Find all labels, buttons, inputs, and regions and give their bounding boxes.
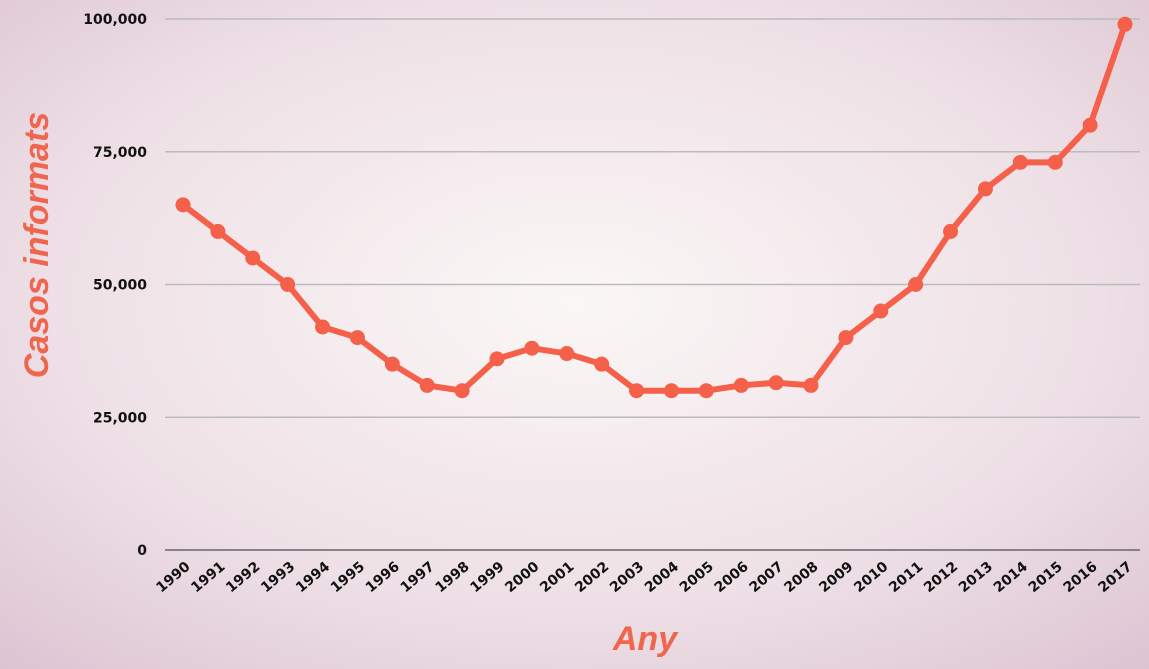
point bbox=[873, 304, 888, 319]
point bbox=[804, 378, 819, 393]
x-axis-title: Any bbox=[612, 620, 679, 658]
point bbox=[838, 330, 853, 345]
point bbox=[908, 277, 923, 292]
y-tick-label: 50,000 bbox=[93, 278, 147, 294]
y-tick-label: 25,000 bbox=[93, 410, 147, 426]
point bbox=[524, 341, 539, 356]
point bbox=[1013, 155, 1028, 170]
point bbox=[978, 181, 993, 196]
point bbox=[594, 357, 609, 372]
point bbox=[280, 277, 295, 292]
point bbox=[490, 351, 505, 366]
point bbox=[245, 250, 260, 265]
point bbox=[769, 375, 784, 390]
point bbox=[559, 346, 574, 361]
point bbox=[455, 383, 470, 398]
point bbox=[315, 319, 330, 334]
point bbox=[210, 224, 225, 239]
point bbox=[734, 378, 749, 393]
point bbox=[943, 224, 958, 239]
point bbox=[176, 197, 191, 212]
point bbox=[350, 330, 365, 345]
point bbox=[1118, 17, 1133, 32]
point bbox=[420, 378, 435, 393]
y-tick-label: 75,000 bbox=[93, 145, 147, 161]
point bbox=[664, 383, 679, 398]
point bbox=[629, 383, 644, 398]
point bbox=[385, 357, 400, 372]
point bbox=[1083, 118, 1098, 133]
point bbox=[1048, 155, 1063, 170]
point bbox=[699, 383, 714, 398]
y-tick-label: 100,000 bbox=[83, 12, 147, 28]
page: {"chart_data": { "type": "line", "x_labe… bbox=[0, 0, 1149, 669]
chart: Any Casos informats 0 25,000 50,000 75,000 1… bbox=[0, 0, 1149, 669]
y-axis-title: Casos informats bbox=[18, 112, 56, 378]
y-tick-label: 0 bbox=[137, 543, 147, 559]
